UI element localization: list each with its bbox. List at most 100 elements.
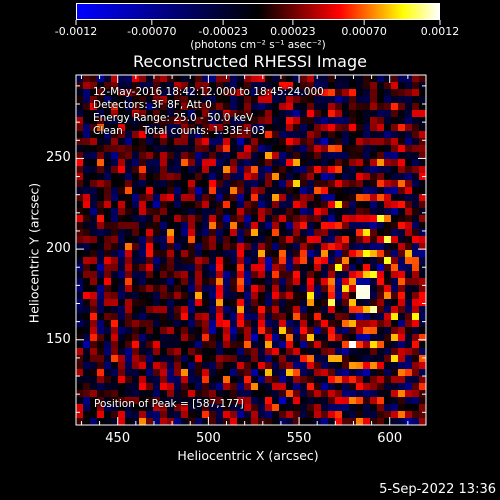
heatmap-cell [146,194,154,202]
heatmap-cell [83,215,91,223]
heatmap-cell [398,369,406,377]
heatmap-cell [146,82,154,90]
heatmap-cell [132,299,140,307]
heatmap-cell [300,124,308,132]
heatmap-cell [167,411,175,419]
heatmap-cell [370,411,378,419]
heatmap-cell [216,75,224,83]
heatmap-cell [384,299,392,307]
colorbar-tick-label: -0.0012 [54,25,98,38]
heatmap-cell [202,341,210,349]
heatmap-cell [237,376,245,384]
heatmap-cell [349,264,357,272]
heatmap-cell [272,278,280,286]
heatmap-cell [279,383,287,391]
heatmap-cell [174,138,182,146]
heatmap-cell [307,243,315,251]
heatmap-cell [202,257,210,265]
heatmap-cell [153,264,161,272]
heatmap-cell [279,173,287,181]
heatmap-cell [202,264,210,272]
heatmap-cell [314,243,322,251]
heatmap-cell [265,124,273,132]
heatmap-cell [76,208,84,216]
colorbar-tick-label: 0.0012 [420,25,460,38]
heatmap-cell [384,257,392,265]
heatmap-cell [279,327,287,335]
heatmap-cell [146,397,154,405]
heatmap-cell [146,348,154,356]
heatmap-cell [83,313,91,321]
heatmap-cell [118,257,126,265]
heatmap-cell [90,236,98,244]
heatmap-cell [377,313,385,321]
heatmap-cell [300,313,308,321]
heatmap-cell [223,159,231,167]
heatmap-cell [384,369,392,377]
heatmap-cell [419,299,427,307]
heatmap-cell [349,187,357,195]
heatmap-cell [223,383,231,391]
heatmap-cell [146,103,154,111]
heatmap-cell [132,257,140,265]
heatmap-cell [146,110,154,118]
heatmap-cell [244,397,252,405]
heatmap-cell [412,390,420,398]
heatmap-cell [363,306,371,314]
heatmap-cell [202,411,210,419]
heatmap-cell [272,145,280,153]
heatmap-cell [412,173,420,181]
heatmap-cell [356,194,364,202]
heatmap-cell [83,390,91,398]
heatmap-cell [377,131,385,139]
heatmap-cell [349,418,357,426]
heatmap-cell [349,222,357,230]
heatmap-cell [118,292,126,300]
heatmap-cell [405,264,413,272]
heatmap-cell [328,306,336,314]
heatmap-cell [90,208,98,216]
heatmap-cell [363,201,371,209]
heatmap-cell [188,103,196,111]
heatmap-cell [265,306,273,314]
heatmap-cell [356,362,364,370]
heatmap-cell [391,215,399,223]
heatmap-cell [174,320,182,328]
heatmap-cell [76,362,84,370]
heatmap-cell [139,173,147,181]
heatmap-cell [293,355,301,363]
heatmap-cell [370,187,378,195]
heatmap-cell [202,278,210,286]
heatmap-cell [132,264,140,272]
heatmap-cell [167,89,175,97]
heatmap-cell [244,208,252,216]
heatmap-cell [125,75,133,83]
heatmap-cell [412,236,420,244]
heatmap-cell [90,257,98,265]
heatmap-cell [160,250,168,258]
heatmap-cell [279,313,287,321]
heatmap-cell [167,82,175,90]
heatmap-cell [300,285,308,293]
heatmap-cell [307,299,315,307]
heatmap-cell [223,327,231,335]
heatmap-cell [293,383,301,391]
heatmap-cell [286,369,294,377]
heatmap-cell [181,383,189,391]
heatmap-cell [349,285,357,293]
heatmap-cell [167,159,175,167]
heatmap-cell [349,292,357,300]
heatmap-cell [321,82,329,90]
heatmap-cell [391,82,399,90]
heatmap-cell [342,131,350,139]
heatmap-cell [279,124,287,132]
heatmap-cell [76,313,84,321]
heatmap-cell [174,110,182,118]
heatmap-cell [181,215,189,223]
heatmap-cell [398,313,406,321]
heatmap-cell [83,96,91,104]
heatmap-cell [139,376,147,384]
heatmap-cell [307,285,315,293]
heatmap-cell [321,187,329,195]
heatmap-cell [160,292,168,300]
